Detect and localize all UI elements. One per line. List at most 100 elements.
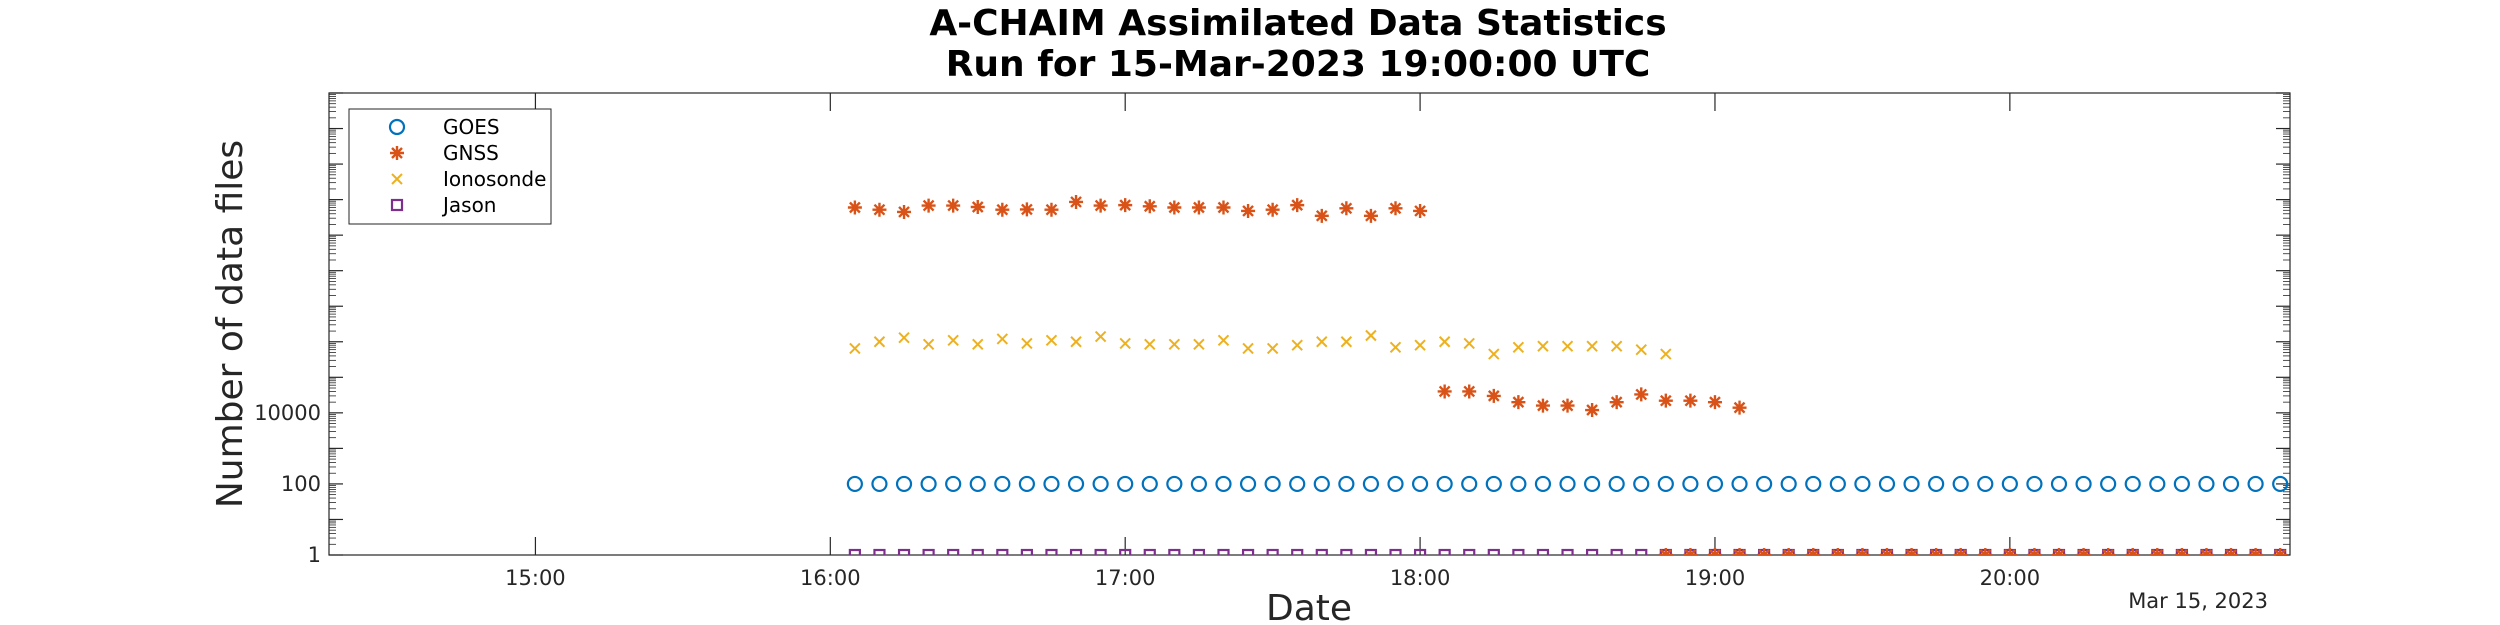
legend-marker-ionosonde <box>391 173 403 185</box>
overlay-point <box>2076 548 2091 555</box>
jason-point <box>1143 548 1156 555</box>
goes-point <box>1067 475 1085 493</box>
gnss-point <box>1019 202 1034 217</box>
legend-marker-goes <box>388 118 406 136</box>
goes-point <box>1928 475 1945 493</box>
overlay-point <box>1904 548 1919 555</box>
ionosonde-point <box>1365 329 1377 342</box>
y-axis-label: Number of data files <box>210 140 251 508</box>
gnss-point <box>1609 395 1624 410</box>
goes-point <box>1584 475 1601 493</box>
ionosonde-point <box>1291 339 1303 351</box>
ionosonde-point <box>1414 339 1426 351</box>
x-tick-label: 16:00 <box>800 566 861 590</box>
overlay-point <box>1830 548 1845 555</box>
ionosonde-point <box>1119 337 1131 350</box>
goes-point <box>2100 475 2117 493</box>
date-label: Mar 15, 2023 <box>2128 589 2268 613</box>
gnss-point <box>897 204 912 219</box>
gnss-point <box>1093 198 1108 213</box>
overlay-point <box>2125 548 2140 555</box>
overlay-point <box>2199 548 2214 555</box>
y-tick-label: 1 <box>308 543 321 567</box>
gnss-point <box>1683 393 1698 408</box>
x-tick-label: 15:00 <box>505 566 566 590</box>
goes-point <box>1878 475 1896 493</box>
x-tick-label: 19:00 <box>1685 566 1746 590</box>
goes-point <box>846 475 863 493</box>
chart-subtitle: Run for 15-Mar-2023 19:00:00 UTC <box>946 44 1651 85</box>
goes-point <box>1608 475 1625 493</box>
ionosonde-point <box>1488 348 1500 360</box>
gnss-point <box>1707 395 1722 410</box>
legend-marker-gnss <box>390 146 404 160</box>
jason-point <box>971 548 984 555</box>
overlay-point <box>1929 548 1944 555</box>
goes-point <box>1731 475 1748 493</box>
jason-point <box>1364 548 1378 555</box>
overlay-point <box>2273 548 2288 555</box>
ionosonde-point <box>1168 338 1181 350</box>
jason-point <box>897 548 911 555</box>
gnss-point <box>995 202 1010 217</box>
gnss-point <box>1732 400 1747 415</box>
ionosonde-point <box>922 338 935 350</box>
jason-point <box>1463 548 1476 555</box>
x-tick-label: 17:00 <box>1095 566 1156 590</box>
gnss-point <box>847 200 862 215</box>
gnss-point <box>1585 403 1600 418</box>
plot-area <box>328 92 2291 556</box>
gnss-point <box>1437 384 1452 399</box>
legend-label-ionosonde: Ionosonde <box>443 167 546 191</box>
goes-point <box>2026 475 2043 493</box>
jason-point <box>1168 548 1181 555</box>
jason-point <box>1094 548 1107 555</box>
goes-point <box>871 475 888 493</box>
goes-point <box>2247 475 2264 493</box>
overlay-point <box>2027 548 2042 555</box>
ionosonde-point <box>1610 340 1623 352</box>
gnss-point <box>1241 203 1256 218</box>
overlay-point <box>2052 548 2067 555</box>
ionosonde-point <box>1512 341 1525 353</box>
goes-point <box>1756 475 1773 493</box>
goes-point <box>895 475 913 493</box>
jason-point <box>848 548 861 555</box>
goes-point <box>1043 475 1060 493</box>
goes-point <box>1387 475 1404 493</box>
overlay-point <box>2174 548 2189 555</box>
jason-point <box>1315 548 1328 555</box>
overlay-point <box>1683 548 1698 555</box>
ionosonde-point <box>1242 342 1254 355</box>
overlay-point <box>1879 548 1894 555</box>
gnss-point <box>1167 200 1182 215</box>
goes-point <box>1510 475 1527 493</box>
y-tick-label: 10000 <box>254 401 321 425</box>
ionosonde-point <box>1389 341 1402 353</box>
overlay-point <box>2248 548 2263 555</box>
goes-point <box>2050 475 2068 493</box>
jason-point <box>1561 548 1574 555</box>
gnss-point <box>1388 201 1403 216</box>
jason-point <box>1119 548 1132 555</box>
ionosonde-point <box>1438 336 1451 348</box>
jason-point <box>947 548 960 555</box>
ionosonde-point <box>1266 342 1279 355</box>
goes-point <box>1952 475 1969 493</box>
gnss-point <box>1339 201 1354 216</box>
goes-point <box>945 475 962 493</box>
overlay-point <box>2224 548 2239 555</box>
goes-point <box>1977 475 1994 493</box>
axis-ticks: 15:00 16:00 17:00 18:00 19:00 20:00 1 100 10000 <box>254 92 2290 590</box>
legend-box <box>348 108 552 225</box>
gnss-point <box>1634 387 1649 402</box>
jason-point <box>1192 548 1206 555</box>
jason-point <box>1266 548 1279 555</box>
ionosonde-point <box>1144 338 1156 350</box>
goes-point <box>1805 475 1822 493</box>
goes-point <box>1854 475 1871 493</box>
x-axis-label: Date <box>1266 588 1352 625</box>
goes-point <box>1780 475 1797 493</box>
